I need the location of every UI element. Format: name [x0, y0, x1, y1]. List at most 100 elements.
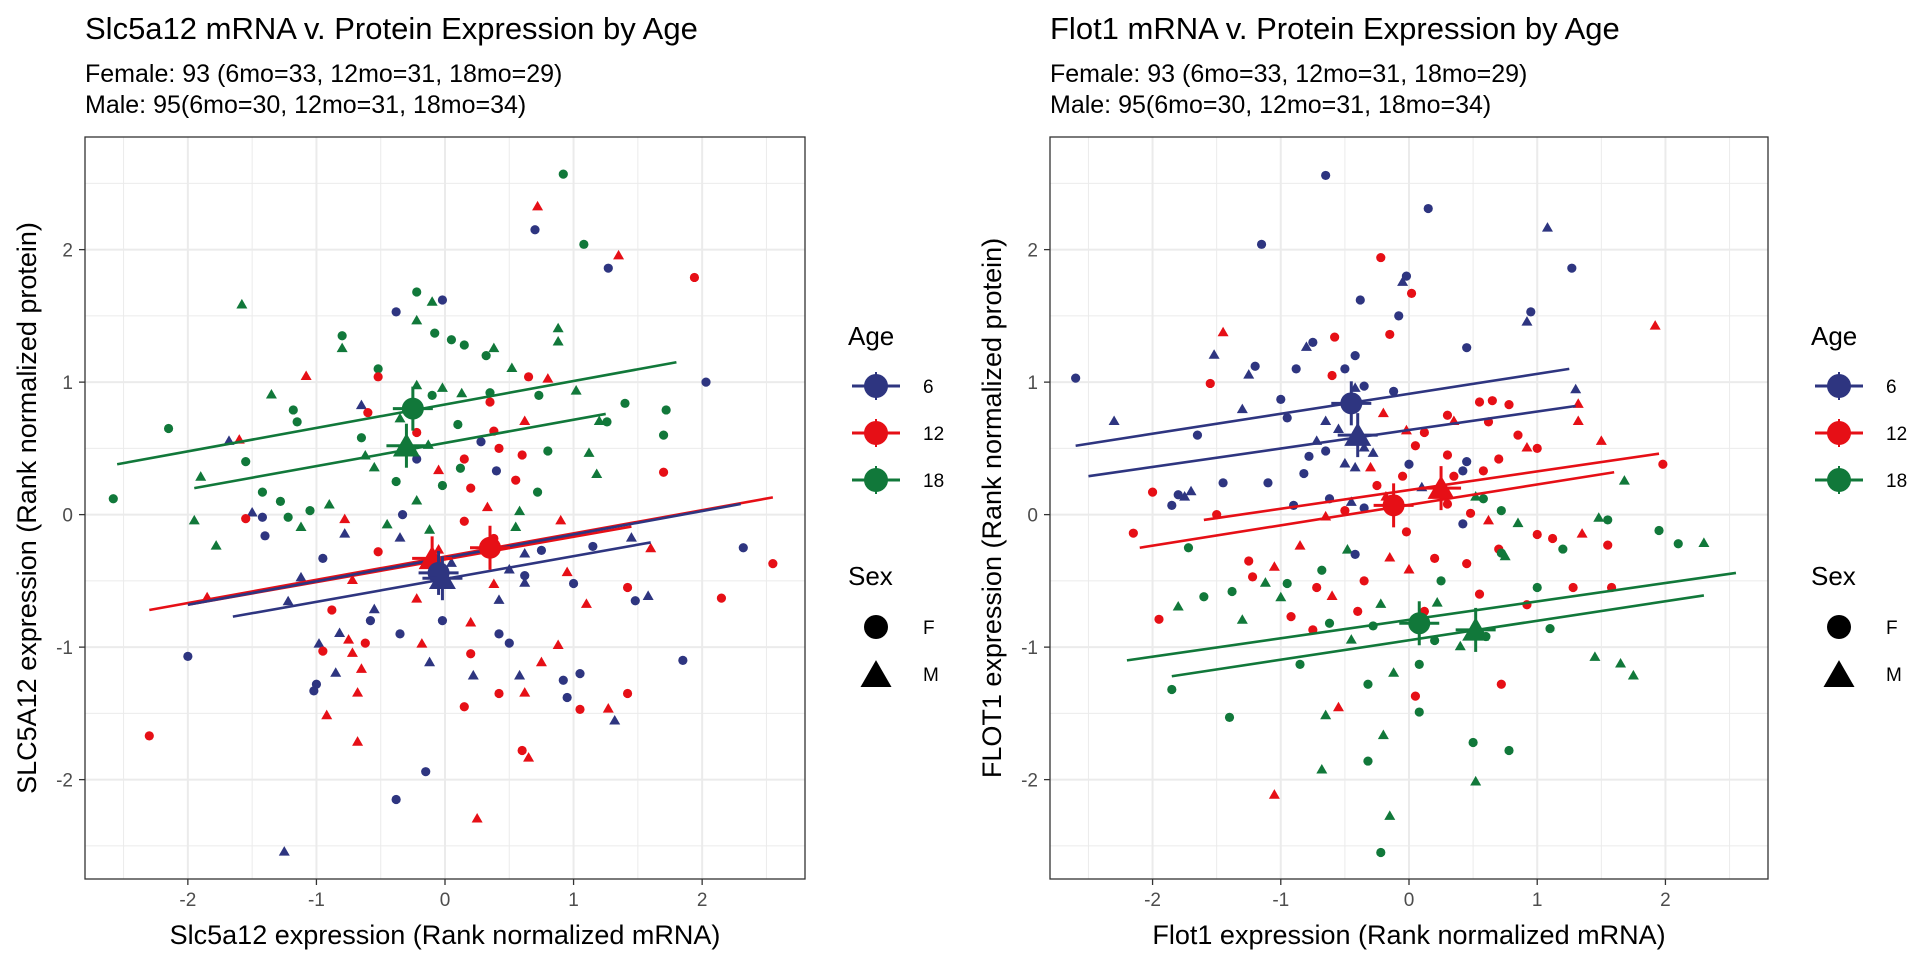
data-point-female — [163, 423, 174, 434]
data-point-male — [1217, 326, 1229, 337]
data-point-male — [552, 336, 564, 346]
data-point-male — [481, 501, 493, 512]
group-mean-female — [1408, 612, 1431, 635]
data-point-male — [1179, 491, 1191, 501]
data-point-male — [561, 566, 573, 577]
data-point-male — [570, 385, 582, 395]
data-point-male — [510, 521, 522, 532]
data-point-male — [1349, 461, 1361, 472]
data-point-female — [1410, 691, 1421, 701]
chart-title: Flot1 mRNA v. Protein Expression by Age — [1050, 11, 1620, 46]
data-point-female — [459, 340, 469, 350]
x-tick-label: 2 — [697, 890, 708, 911]
data-point-male — [583, 447, 595, 457]
data-point-female — [275, 496, 286, 506]
data-point-female — [1404, 459, 1414, 469]
data-point-male — [471, 813, 483, 823]
data-point-male — [1454, 640, 1466, 651]
data-point-female — [318, 553, 328, 563]
data-point-male — [1275, 591, 1287, 602]
data-point-male — [1521, 316, 1533, 326]
data-point-male — [246, 506, 258, 517]
data-point-female — [511, 475, 521, 485]
data-point-female — [421, 767, 431, 777]
chart-title: Slc5a12 mRNA v. Protein Expression by Ag… — [85, 11, 698, 46]
data-point-female — [1532, 529, 1542, 540]
data-point-female — [1192, 430, 1203, 440]
chart-subtitle-female: Female: 93 (6mo=33, 12mo=31, 18mo=29) — [85, 60, 562, 88]
legend-label-age: 18 — [1886, 471, 1907, 492]
legend-label-sex: F — [1886, 618, 1898, 639]
data-point-female — [466, 649, 476, 659]
y-tick-label: -1 — [56, 638, 73, 659]
data-point-female — [494, 443, 504, 453]
data-point-male — [506, 362, 518, 373]
y-tick-label: 2 — [62, 241, 73, 262]
data-point-male — [1172, 601, 1184, 611]
data-point-female — [678, 655, 688, 665]
data-point-male — [465, 616, 477, 627]
data-point-male — [519, 687, 531, 697]
data-point-male — [488, 578, 500, 589]
data-point-female — [1442, 450, 1453, 460]
data-point-female — [437, 295, 448, 305]
group-means — [1331, 381, 1496, 652]
legend-title-age: Age — [1811, 321, 1857, 351]
data-point-male — [645, 542, 657, 553]
data-point-female — [1263, 478, 1273, 488]
data-point-male — [321, 709, 333, 720]
group-mean-male — [1344, 422, 1372, 446]
gridlines — [1050, 137, 1768, 879]
data-point-female — [768, 559, 778, 569]
data-point-male — [1615, 657, 1627, 668]
fit-line-age-18-F — [116, 360, 677, 466]
data-point-male — [1341, 544, 1353, 554]
data-point-female — [437, 480, 448, 491]
data-point-male — [1618, 475, 1630, 485]
data-point-male — [523, 752, 535, 762]
data-point-female — [1317, 565, 1327, 575]
data-point-male — [343, 634, 355, 644]
data-point-male — [1339, 457, 1351, 468]
data-point-male — [467, 669, 479, 680]
y-tick-label: -2 — [56, 771, 73, 792]
group-mean-male — [428, 565, 456, 590]
data-point-male — [352, 687, 364, 697]
data-point-female — [558, 675, 568, 685]
data-point-female — [1462, 457, 1472, 467]
data-point-female — [1295, 659, 1305, 669]
data-point-female — [1449, 471, 1459, 481]
legend-key-dot — [864, 421, 888, 445]
y-tick-label: 1 — [1027, 373, 1038, 394]
data-point-female — [494, 688, 504, 699]
data-point-male — [323, 498, 335, 509]
data-point-female — [689, 272, 700, 283]
data-point-female — [1282, 578, 1292, 589]
data-point-female — [562, 692, 572, 703]
data-point-female — [1394, 311, 1404, 321]
data-point-male — [514, 669, 526, 680]
data-point-female — [517, 745, 527, 756]
data-point-male — [355, 663, 367, 673]
data-point-female — [1353, 606, 1363, 616]
x-tick-label: 1 — [568, 890, 579, 911]
legend-key-dot — [1827, 468, 1851, 492]
x-tick-label: 0 — [440, 890, 451, 911]
data-point-female — [658, 467, 669, 477]
data-point-female — [1430, 635, 1440, 646]
data-point-female — [1154, 614, 1164, 624]
y-tick-label: 1 — [62, 373, 73, 394]
data-point-male — [1431, 597, 1443, 607]
data-point-male — [436, 382, 448, 392]
data-point-female — [1458, 519, 1468, 529]
data-point-male — [1541, 222, 1553, 232]
data-point-male — [1595, 435, 1607, 445]
data-point-female — [1376, 252, 1386, 263]
data-point-female — [1321, 170, 1331, 181]
legend-label-sex: F — [923, 618, 935, 639]
data-point-female — [373, 547, 383, 557]
data-point-male — [1627, 669, 1639, 680]
x-tick-label: 0 — [1404, 890, 1415, 911]
chart-subtitle-female: Female: 93 (6mo=33, 12mo=31, 18mo=29) — [1050, 60, 1527, 88]
data-point-male — [411, 593, 423, 603]
